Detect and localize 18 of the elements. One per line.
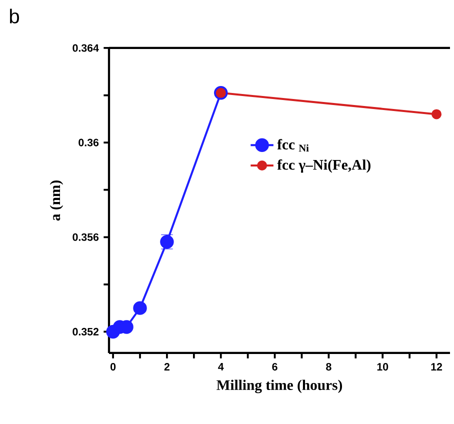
y-tick-label: 0.352 [72,328,99,336]
point [432,109,442,120]
x-tick-label: 0 [110,363,116,371]
chart-title: b [10,8,20,24]
x-tick-label: 10 [377,363,388,371]
y-tick-label: 0.36 [78,138,99,146]
legend-label: fcc $_{Ni}$ [277,138,309,152]
y-tick-label: 0.364 [72,44,99,52]
point [133,301,147,315]
x-tick-label: 2 [164,363,170,370]
x-tick-label: 12 [431,363,442,370]
x-tick-label: 8 [326,363,332,371]
x-tick-label: 6 [272,363,278,371]
x-tick-label: 4 [218,363,224,370]
y-tick-label: 0.356 [72,233,99,241]
y-axis-title: a (nm) [50,180,64,221]
legend-label: fcc γ–Ni(Fe,Al) [277,159,370,173]
x-axis-title: Milling time (hours) [216,380,342,394]
